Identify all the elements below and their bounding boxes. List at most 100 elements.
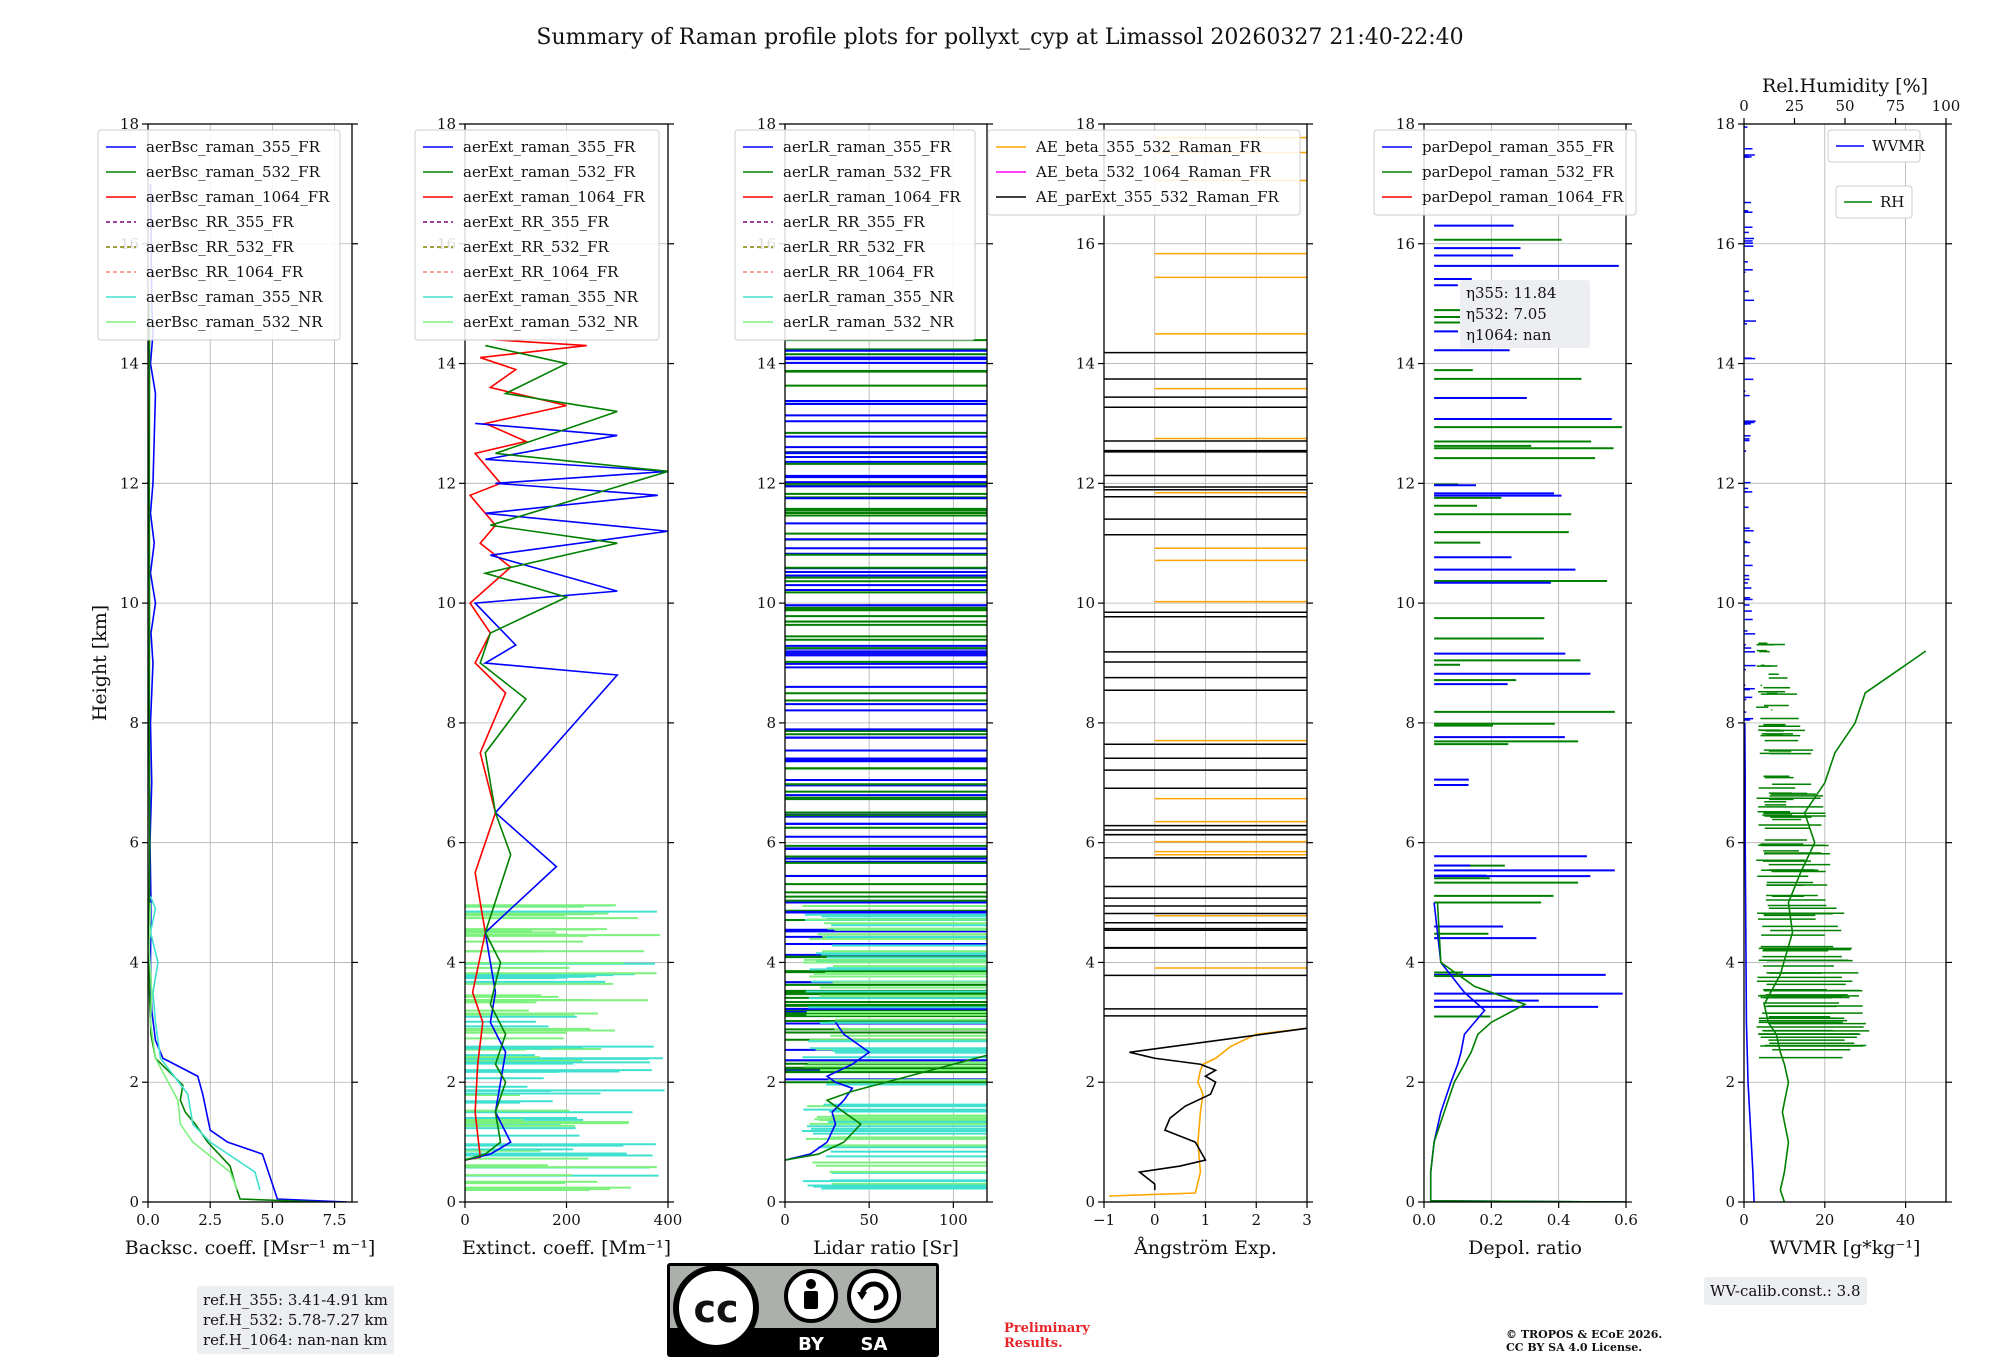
annotation-text: η355: 11.84 [1466, 284, 1556, 302]
ytick-label: 0 [1405, 1193, 1415, 1211]
legend-wvmr: WVMR [1827, 129, 1926, 163]
legend: aerExt_raman_355_FR aerExt_raman_532_FRae… [414, 129, 660, 341]
panel-depol: 0 2 4 6 8 10 12 14 16 18 0.0 0.2 0.4 0.6 Depol. ratio p… [1373, 115, 1638, 1259]
ytick-label: 4 [129, 953, 139, 971]
legend-label: aerBsc_raman_355_FR [146, 138, 321, 156]
annotation-text: η532: 7.05 [1466, 305, 1547, 323]
xtick-label: 400 [654, 1211, 683, 1229]
copyright-line-1: © TROPOS & ECoE 2026. [1506, 1328, 1663, 1341]
ytick-label: 12 [120, 474, 139, 492]
ytick-label: 0 [1085, 1193, 1095, 1211]
legend-label: aerLR_raman_532_FR [783, 163, 952, 181]
ytick-label: 10 [120, 594, 139, 612]
legend-label: parDepol_raman_1064_FR [1422, 188, 1624, 206]
figure-title: Summary of Raman profile plots for polly… [536, 25, 1463, 50]
ytick-label: 8 [1725, 714, 1735, 732]
legend-box [987, 129, 1301, 216]
legend-label: parDepol_raman_532_FR [1422, 163, 1615, 181]
xtick-label: 7.5 [323, 1211, 347, 1229]
ytick-label: 4 [1405, 953, 1415, 971]
ytick-label: 8 [1085, 714, 1095, 732]
preliminary-results-note: Preliminary Results. [1004, 1321, 1090, 1351]
ref-height-1064: ref.H_1064: nan-nan km [203, 1331, 388, 1349]
ytick-label: 12 [1396, 474, 1415, 492]
preliminary-line-2: Results. [1004, 1336, 1063, 1351]
ytick-label: 10 [437, 594, 456, 612]
ytick-label: 18 [1716, 115, 1735, 133]
legend: aerLR_raman_355_FR aerLR_raman_532_FR aerL… [734, 129, 976, 341]
plot-frame [147, 123, 353, 1203]
series-line-WVMR [1744, 722, 1755, 1202]
top-x-axis-label: Rel.Humidity [%] [1762, 75, 1928, 97]
ref-height-532: ref.H_532: 5.78-7.27 km [203, 1311, 388, 1329]
cc-text: cc [693, 1287, 738, 1331]
x-axis-label: Lidar ratio [Sr] [813, 1237, 959, 1259]
legend-label: aerLR_RR_1064_FR [783, 263, 935, 281]
ytick-label: 6 [1405, 834, 1415, 852]
series-line-aerBsc_raman_355_NR [149, 896, 261, 1191]
legend-box [414, 129, 660, 341]
legend-label: aerLR_raman_1064_FR [783, 188, 961, 206]
xtick-label: 40 [1896, 1211, 1915, 1229]
series-line-aerExt_raman_355_FR [465, 422, 668, 1161]
ytick-label: 2 [129, 1073, 139, 1091]
wv-calibration-box: WV-calib.const.: 3.8 [1704, 1277, 1867, 1305]
ref-height-355: ref.H_355: 3.41-4.91 km [203, 1291, 388, 1309]
data-area [785, 339, 987, 1190]
copyright-note: © TROPOS & ECoE 2026. CC BY SA 4.0 Licen… [1506, 1328, 1662, 1354]
copyright-line-2: CC BY SA 4.0 License. [1506, 1341, 1643, 1354]
ytick-label: 4 [1085, 953, 1095, 971]
depol-annotations: η355: 11.84 η532: 7.05 η1064: nan [1460, 280, 1590, 348]
x-axis-label: Depol. ratio [1468, 1237, 1582, 1259]
series-line-aerLR_raman_355_FR [785, 1021, 871, 1161]
xtick-label: 0 [1739, 1211, 1749, 1229]
legend-box [97, 129, 341, 341]
ytick-label: 6 [129, 834, 139, 852]
top-xtick-label: 50 [1835, 97, 1854, 115]
ytick-label: 0 [1725, 1193, 1735, 1211]
top-xtick-label: 100 [1932, 97, 1961, 115]
ytick-label: 6 [1085, 834, 1095, 852]
legend-label: AE_parExt_355_532_Raman_FR [1035, 188, 1280, 206]
cc-by-sa-icon: cc BY SA [667, 1263, 939, 1357]
ytick-label: 12 [437, 474, 456, 492]
share-alike-icon [847, 1269, 901, 1323]
series-line-AE_beta_355_532_Raman_FR [1109, 1027, 1307, 1197]
ytick-label: 14 [120, 355, 139, 373]
ytick-label: 8 [766, 714, 776, 732]
series-line-AE_parExt_355_532_Raman_FR [1129, 1027, 1307, 1191]
ytick-label: 16 [1396, 235, 1415, 253]
data-area [148, 183, 348, 1202]
preliminary-line-1: Preliminary [1004, 1321, 1090, 1336]
legend-label: aerBsc_RR_355_FR [146, 213, 294, 231]
legend-label: aerExt_raman_355_NR [463, 288, 639, 306]
xtick-label: 0.0 [1412, 1211, 1436, 1229]
ytick-label: 14 [1076, 355, 1095, 373]
xtick-label: 50 [860, 1211, 879, 1229]
ytick-label: 18 [437, 115, 456, 133]
xtick-label: 1 [1201, 1211, 1211, 1229]
legend-box [1827, 129, 1921, 163]
x-axis-label: Backsc. coeff. [Msr⁻¹ m⁻¹] [125, 1237, 376, 1259]
plot-frame [464, 123, 669, 1203]
ytick-label: 0 [766, 1193, 776, 1211]
legend-label: aerLR_raman_355_NR [783, 288, 954, 306]
legend-label: aerExt_raman_355_FR [463, 138, 636, 156]
xtick-label: 0.0 [136, 1211, 160, 1229]
legend-label: parDepol_raman_355_FR [1422, 138, 1615, 156]
legend-label: aerLR_RR_532_FR [783, 238, 925, 256]
ytick-label: 14 [757, 355, 776, 373]
legend: parDepol_raman_355_FR parDepol_raman_532_… [1373, 129, 1637, 216]
legend-label: aerLR_raman_355_FR [783, 138, 952, 156]
xtick-label: 100 [939, 1211, 968, 1229]
ytick-label: 0 [129, 1193, 139, 1211]
xtick-label: 5.0 [260, 1211, 284, 1229]
ytick-label: 4 [1725, 953, 1735, 971]
ytick-label: 2 [1725, 1073, 1735, 1091]
legend-label: AE_beta_532_1064_Raman_FR [1035, 163, 1271, 181]
by-text: BY [798, 1334, 825, 1355]
ytick-label: 4 [446, 953, 456, 971]
ytick-label: 10 [1076, 594, 1095, 612]
